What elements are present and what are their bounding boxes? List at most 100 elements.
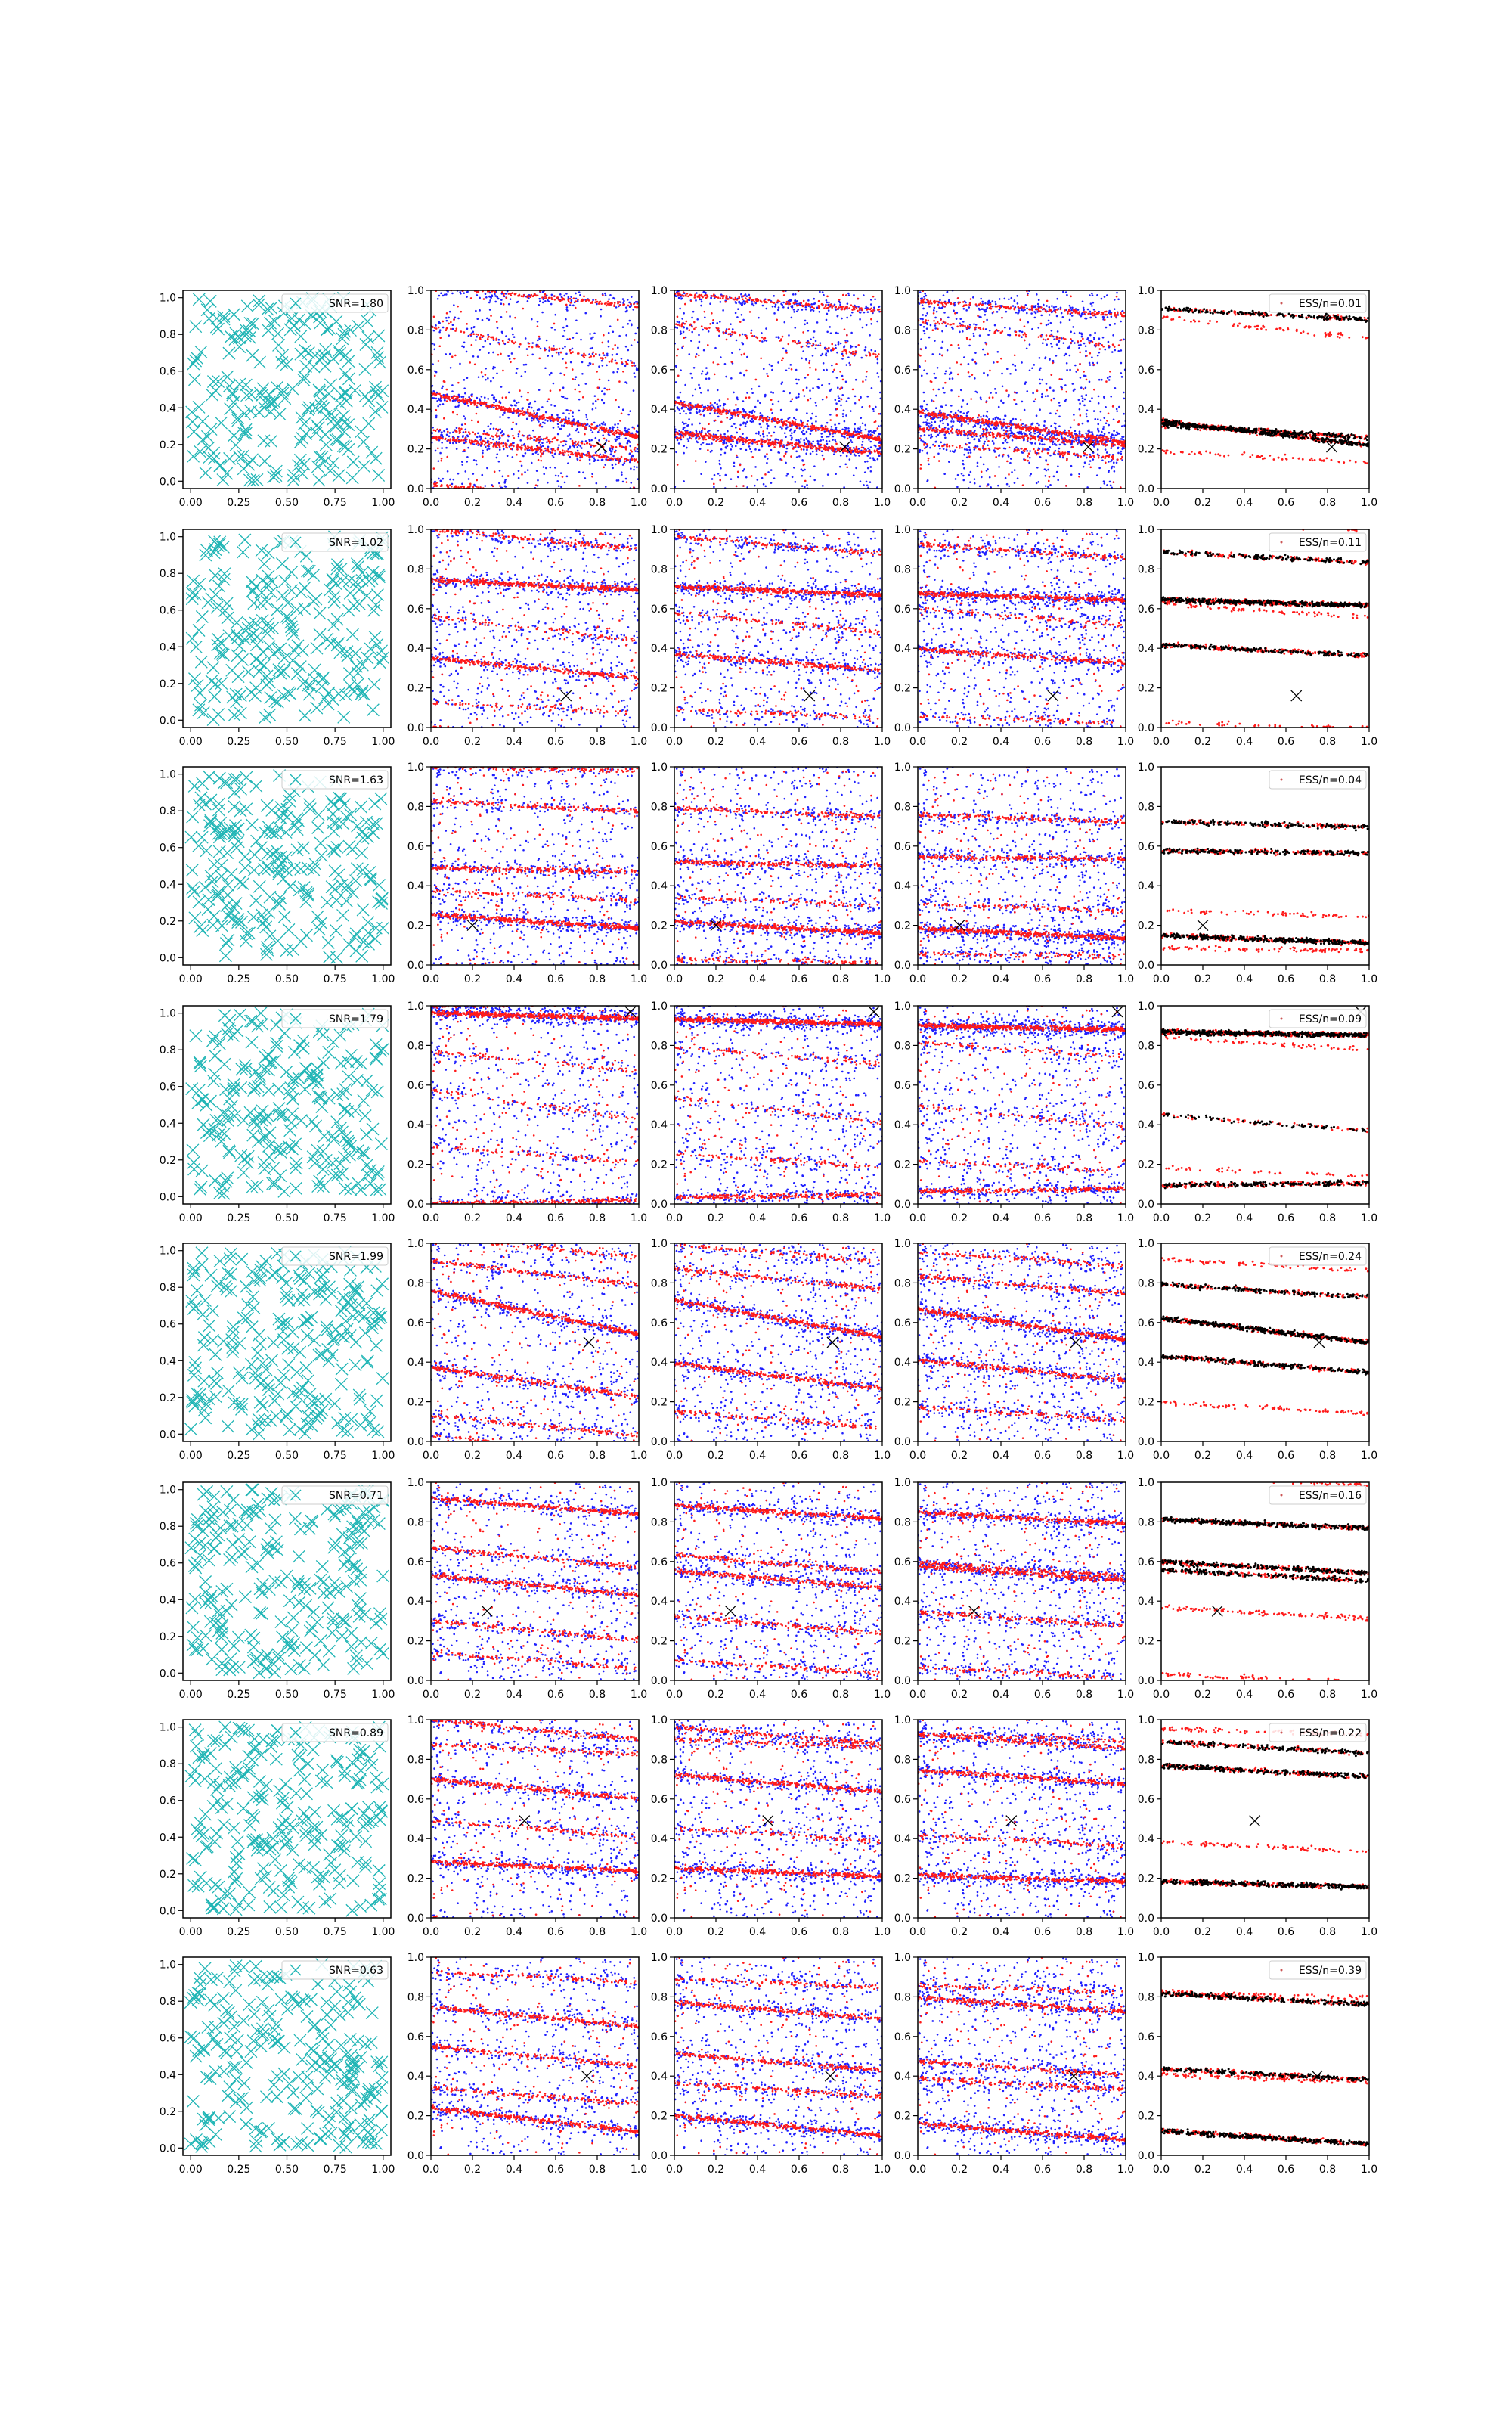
sample-point-red [763, 441, 765, 443]
sample-point-blue [564, 346, 566, 348]
sample-point-blue [758, 449, 761, 451]
sample-point-red [830, 448, 832, 450]
sample-point-red [795, 341, 797, 343]
sample-point-red [818, 307, 820, 309]
sample-point-red [584, 433, 586, 436]
sample-point-blue [533, 410, 535, 412]
sample-point-blue [528, 449, 531, 451]
sample-point-blue [823, 362, 825, 365]
sample-point-red [783, 294, 785, 296]
sample-point-blue [433, 343, 435, 346]
sample-point-red [699, 437, 701, 439]
sample-point-blue [958, 347, 960, 349]
sample-point-blue [742, 300, 745, 302]
sample-point-red [791, 368, 793, 371]
sample-point-blue [812, 440, 814, 442]
sample-point-blue [838, 397, 841, 399]
sample-point-red [447, 430, 449, 433]
sample-point-red [497, 408, 499, 410]
sample-point-blue [869, 457, 872, 459]
sample-point-blue [592, 336, 594, 338]
sample-point-red [690, 404, 692, 406]
sample-point-red [555, 418, 557, 420]
sample-point-blue [773, 295, 775, 297]
sample-point-red [561, 418, 563, 420]
data-point [300, 427, 312, 439]
sample-point-blue [838, 395, 840, 397]
sample-point-red [615, 446, 618, 448]
sample-point-blue [521, 464, 523, 467]
sample-point-red [512, 435, 514, 437]
sample-point-red [720, 413, 723, 415]
sample-point-blue [874, 299, 876, 301]
sample-point-blue [751, 330, 753, 332]
sample-point-red [780, 440, 782, 442]
sample-point-red [553, 348, 556, 350]
sample-point-blue [559, 293, 562, 296]
sample-point-blue [573, 447, 575, 449]
sample-point-blue [485, 368, 487, 370]
sample-point-red [856, 451, 858, 453]
sample-point-blue [1066, 362, 1068, 365]
sample-point-red [761, 442, 763, 444]
sample-point-red [572, 421, 575, 424]
sample-point-blue [717, 389, 719, 392]
sample-point-red [701, 325, 703, 327]
sample-point-blue [606, 439, 608, 442]
sample-point-red [708, 406, 711, 408]
sample-point-blue [872, 457, 875, 459]
sample-point-red [775, 444, 777, 446]
data-point [316, 451, 328, 464]
sample-point-red [534, 436, 536, 438]
sample-point-blue [824, 430, 826, 433]
sample-point-red [737, 415, 739, 417]
sample-point-red [527, 392, 529, 394]
sample-point-red [696, 433, 698, 435]
sample-point-blue [625, 437, 627, 439]
sample-point-red [860, 435, 862, 437]
sample-point-blue [576, 446, 578, 448]
sample-point-red [678, 437, 680, 439]
sample-point-red [532, 296, 534, 298]
sample-point-red [529, 438, 531, 440]
sample-point-blue [445, 317, 448, 319]
sample-point-blue [727, 445, 729, 447]
sample-point-red [704, 311, 706, 313]
sample-point-blue [683, 331, 685, 334]
sample-point-red [572, 368, 574, 371]
sample-point-blue [701, 373, 703, 375]
sample-point-red [513, 445, 515, 447]
sample-point-blue [627, 428, 630, 430]
sample-point-red [692, 407, 694, 409]
sample-point-red [451, 355, 454, 358]
data-point [313, 384, 325, 396]
sample-point-blue [822, 399, 824, 401]
sample-point-red [541, 296, 544, 299]
sample-point-blue [761, 477, 764, 479]
sample-point-red [571, 425, 573, 427]
sample-point-red [570, 423, 572, 425]
data-point [346, 472, 358, 484]
sample-point-red [491, 406, 493, 408]
sample-point-blue [813, 479, 816, 482]
sample-point-blue [875, 430, 877, 432]
sample-point-blue [600, 454, 602, 456]
sample-point-blue [841, 353, 844, 355]
sample-point-blue [541, 426, 544, 428]
sample-point-red [528, 414, 531, 417]
sample-point-blue [524, 471, 526, 473]
sample-point-red [571, 452, 573, 455]
sample-point-blue [505, 486, 507, 488]
sample-point-red [621, 456, 623, 458]
sample-point-red [589, 443, 591, 445]
sample-point-blue [815, 416, 817, 418]
sample-point-blue [573, 418, 575, 420]
sample-point-red [634, 448, 636, 451]
sample-point-red [754, 417, 756, 420]
sample-point-red [449, 399, 451, 402]
sample-point-blue [795, 369, 798, 371]
sample-point-blue [699, 341, 701, 343]
sample-point-red [758, 299, 760, 301]
sample-point-red [606, 305, 608, 307]
sample-point-blue [839, 466, 841, 468]
